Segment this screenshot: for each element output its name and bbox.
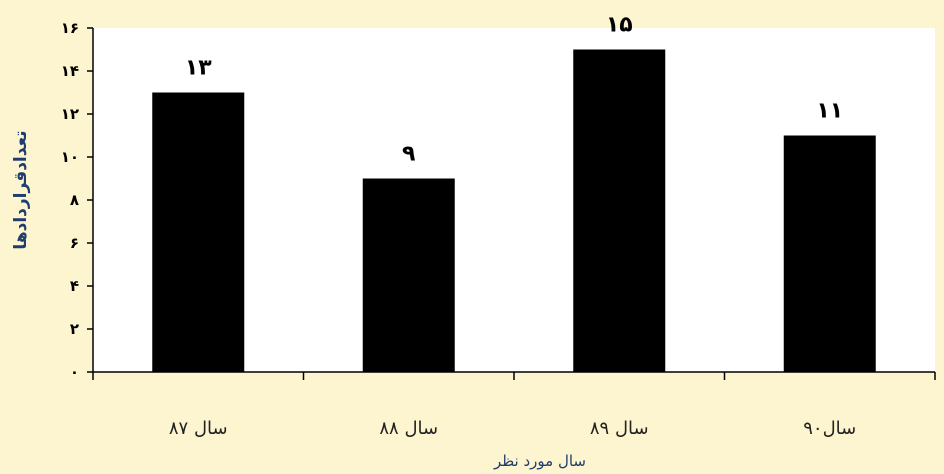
- y-tick-label: ۱۰: [61, 148, 79, 166]
- y-tick-label: ۶: [70, 234, 79, 252]
- x-category-label: سال ۸۹: [590, 418, 649, 439]
- y-tick-label: ۱۲: [61, 105, 79, 123]
- bars-group: ۱۳ ۹ ۱۵ ۱۱: [152, 13, 876, 372]
- y-axis-ticks: ۰ ۲ ۴ ۶ ۸ ۱۰ ۱۲ ۱۴ ۱۶: [61, 19, 93, 381]
- x-axis-title: سال مورد نظر: [493, 452, 586, 470]
- y-tick-label: ۸: [70, 191, 79, 209]
- y-tick-label: ۱۶: [61, 19, 79, 37]
- x-category-label: سال۹۰: [803, 418, 856, 439]
- y-tick-label: ۰: [70, 363, 79, 381]
- bar-value-label: ۹: [402, 142, 415, 167]
- bar: [783, 135, 876, 372]
- x-category-label: سال ۸۸: [379, 418, 438, 439]
- y-tick-label: ۱۴: [61, 62, 79, 80]
- x-axis-ticks: سال ۸۷ سال ۸۸ سال ۸۹ سال۹۰: [92, 372, 936, 439]
- bar: [362, 178, 455, 372]
- bar-value-label: ۱۵: [606, 13, 633, 38]
- y-tick-label: ۴: [70, 277, 79, 295]
- y-axis-title: تعدادقراردادها: [11, 130, 31, 249]
- bar: [573, 49, 666, 372]
- bar-value-label: ۱۱: [816, 99, 843, 124]
- bar-value-label: ۱۳: [185, 56, 212, 81]
- y-tick-label: ۲: [70, 320, 79, 338]
- x-category-label: سال ۸۷: [169, 418, 228, 439]
- bar: [152, 92, 245, 372]
